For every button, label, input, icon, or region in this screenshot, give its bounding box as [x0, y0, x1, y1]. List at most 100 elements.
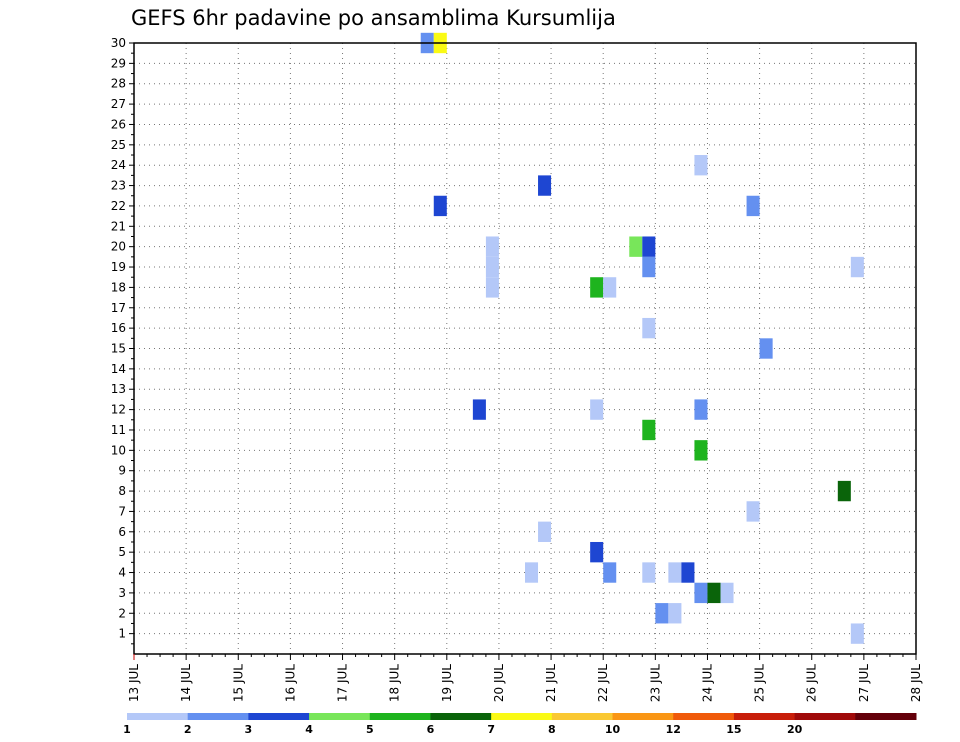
y-tick-label: 2: [118, 606, 126, 620]
data-cell: [485, 236, 499, 257]
y-tick-label: 25: [111, 138, 126, 152]
data-cell: [668, 562, 682, 583]
data-cell: [642, 562, 656, 583]
grid-lines: [134, 43, 916, 654]
data-cell: [603, 562, 617, 583]
chart-title: GEFS 6hr padavine po ansamblima Kursumli…: [131, 6, 616, 30]
y-tick-label: 15: [111, 342, 126, 356]
data-cell: [694, 440, 708, 461]
data-cell: [642, 236, 656, 257]
data-cell: [681, 562, 695, 583]
y-tick-label: 3: [118, 586, 126, 600]
x-tick-label: 16 JUL: [283, 664, 297, 702]
x-tick-label: 24 JUL: [700, 664, 714, 702]
data-cell: [642, 317, 656, 339]
data-cell: [590, 541, 604, 563]
y-tick-label: 4: [118, 566, 126, 580]
colorbar-label: 7: [487, 723, 495, 736]
x-tick-label: 27 JUL: [857, 664, 871, 702]
colorbar-segment: [855, 713, 917, 720]
data-cell: [850, 623, 864, 644]
data-cell: [472, 399, 486, 420]
x-tick-label: 25 JUL: [753, 664, 767, 702]
y-tick-label: 18: [111, 280, 126, 294]
data-cell: [642, 256, 656, 278]
colorbar-segment: [430, 713, 492, 720]
colorbar-label: 20: [787, 723, 803, 736]
data-cell: [746, 501, 760, 522]
data-cell: [629, 236, 643, 257]
colorbar-segment: [794, 713, 856, 720]
x-tick-label: 18 JUL: [388, 664, 402, 702]
x-tick-label: 28 JUL: [909, 664, 923, 702]
y-tick-label: 19: [111, 260, 126, 274]
y-tick-label: 14: [111, 362, 126, 376]
data-cell: [433, 195, 447, 217]
y-axis: 1234567891011121314151617181920212223242…: [111, 36, 134, 645]
colorbar-label: 8: [548, 723, 556, 736]
y-tick-label: 9: [118, 464, 126, 478]
data-cell: [603, 277, 617, 298]
y-tick-label: 8: [118, 484, 126, 498]
colorbar-segment: [127, 713, 189, 720]
colorbar-label: 1: [123, 723, 131, 736]
colorbar-label: 4: [305, 723, 313, 736]
colorbar-segment: [612, 713, 674, 720]
x-tick-label: 22 JUL: [596, 664, 610, 702]
y-tick-label: 20: [111, 240, 126, 254]
y-tick-label: 27: [111, 97, 126, 111]
data-cell: [655, 603, 669, 624]
colorbar-label: 15: [726, 723, 741, 736]
y-tick-label: 17: [111, 301, 126, 315]
data-cell: [590, 399, 604, 420]
data-cell: [485, 256, 499, 278]
colorbar-label: 5: [366, 723, 374, 736]
data-cell: [707, 582, 721, 604]
x-tick-label: 14 JUL: [179, 664, 193, 702]
colorbar: 1 2 3 4 5 6 7 8 10 12 15 20: [123, 713, 917, 736]
data-cell: [746, 195, 760, 217]
data-cell: [759, 338, 773, 359]
data-cell: [642, 419, 656, 441]
x-tick-label: 19 JUL: [440, 664, 454, 702]
colorbar-segment: [551, 713, 614, 720]
y-tick-label: 7: [118, 504, 126, 518]
x-tick-label: 21 JUL: [544, 664, 558, 702]
data-cell: [538, 175, 552, 196]
data-cell: [538, 521, 552, 542]
x-tick-label: 23 JUL: [648, 664, 662, 702]
y-tick-label: 21: [111, 219, 126, 233]
x-tick-label: 26 JUL: [805, 664, 819, 702]
y-tick-label: 11: [111, 423, 126, 437]
colorbar-segment: [733, 713, 796, 720]
data-cell: [694, 155, 708, 176]
y-tick-label: 5: [118, 545, 126, 559]
x-axis: 13 JUL 14 JUL 15 JUL 16 JUL 17 JUL 18 JUL 19 J…: [127, 654, 923, 702]
colorbar-segment: [309, 713, 371, 720]
colorbar-segment: [673, 713, 735, 720]
data-cell: [850, 256, 864, 278]
colorbar-label: 2: [184, 723, 192, 736]
y-tick-label: 28: [111, 77, 126, 91]
colorbar-segment: [369, 713, 431, 720]
colorbar-label: 6: [427, 723, 435, 736]
colorbar-label: 12: [666, 723, 681, 736]
x-tick-label: 13 JUL: [127, 664, 141, 702]
data-cells: [420, 32, 864, 644]
y-tick-label: 23: [111, 179, 126, 193]
y-tick-label: 30: [111, 36, 126, 50]
y-tick-label: 16: [111, 321, 126, 335]
y-tick-label: 29: [111, 56, 126, 70]
colorbar-segment: [187, 713, 249, 720]
colorbar-label: 3: [245, 723, 253, 736]
y-tick-label: 26: [111, 117, 126, 131]
data-cell: [837, 480, 851, 502]
colorbar-label: 10: [605, 723, 621, 736]
data-cell: [694, 399, 708, 420]
data-cell: [525, 562, 539, 583]
x-tick-label: 15 JUL: [231, 664, 245, 702]
colorbar-segment: [248, 713, 310, 720]
data-cell: [694, 582, 708, 604]
x-tick-label: 17 JUL: [336, 664, 350, 702]
